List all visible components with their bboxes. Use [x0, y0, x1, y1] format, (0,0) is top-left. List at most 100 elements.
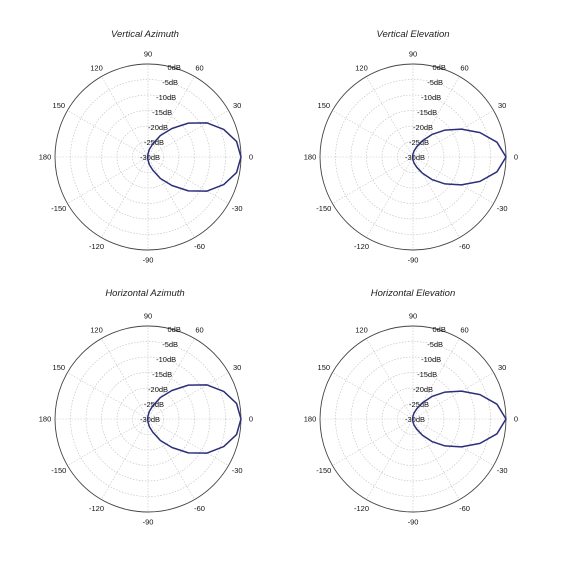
angle-tick-label: 0	[249, 415, 253, 424]
angle-tick-label: 120	[355, 63, 368, 72]
grid-ring	[350, 94, 476, 220]
grid-ring	[85, 94, 211, 220]
angle-tick-label: -150	[316, 204, 331, 213]
angle-tick-label: 60	[460, 63, 468, 72]
grid-spoke	[101, 156, 149, 238]
grid-spoke	[67, 372, 149, 420]
angle-tick-label: 180	[39, 415, 52, 424]
angle-tick-label: 150	[53, 363, 66, 372]
polar-panel-2: Vertical Elevation 0 30 60 90 120 150 180 -150 -1…	[304, 29, 518, 265]
angle-tick-label: 90	[409, 312, 417, 321]
db-tick-label: -5dB	[162, 78, 178, 87]
grid-spoke	[147, 110, 229, 158]
pattern-trace	[411, 128, 507, 186]
grid-spoke	[412, 418, 494, 466]
angle-tick-label: -60	[194, 504, 205, 513]
angle-tick-label: -60	[194, 242, 205, 251]
grid-spoke	[332, 110, 414, 158]
db-tick-label: -20dB	[413, 123, 433, 132]
grid-ring	[350, 356, 476, 482]
grid-spoke	[366, 418, 414, 500]
angle-tick-label: -150	[316, 466, 331, 475]
angle-tick-label: 0	[514, 415, 518, 424]
angle-tick-label: 180	[304, 153, 317, 162]
db-tick-label: -5dB	[162, 340, 178, 349]
grid-spoke	[332, 156, 414, 204]
angle-tick-label: -30	[497, 466, 508, 475]
polar-panel-3: Horizontal Azimuth 0 30 60 90 120 150 180 -150 -1…	[39, 288, 253, 527]
db-tick-label: -10dB	[156, 93, 176, 102]
angle-tick-label: 150	[53, 101, 66, 110]
angle-tick-label: -60	[459, 504, 470, 513]
angle-tick-label: 120	[90, 325, 103, 334]
angle-tick-label: 0	[249, 153, 253, 162]
db-tick-label: -15dB	[417, 108, 437, 117]
db-tick-label: -30dB	[405, 415, 425, 424]
angle-tick-label: -120	[354, 504, 369, 513]
angle-tick-label: -30	[497, 204, 508, 213]
angle-tick-label: -30	[232, 204, 243, 213]
angle-tick-label: 30	[233, 101, 241, 110]
grid-ring	[70, 341, 226, 497]
grid-spoke	[412, 418, 460, 500]
angle-tick-label: 90	[144, 312, 152, 321]
panel-title: Horizontal Azimuth	[105, 288, 184, 299]
grid-spoke	[147, 156, 195, 238]
db-tick-label: -30dB	[140, 415, 160, 424]
grid-spoke	[412, 110, 494, 158]
grid-spoke	[332, 418, 414, 466]
angle-tick-label: -150	[51, 204, 66, 213]
angle-tick-label: 30	[498, 101, 506, 110]
db-tick-label: -5dB	[427, 340, 443, 349]
grid-spoke	[147, 418, 195, 500]
db-tick-label: -20dB	[413, 385, 433, 394]
grid-spoke	[332, 372, 414, 420]
db-tick-label: -20dB	[148, 123, 168, 132]
panel-title: Horizontal Elevation	[371, 288, 456, 299]
pattern-trace	[146, 122, 242, 192]
angle-tick-label: -120	[89, 242, 104, 251]
grid-spoke	[366, 338, 414, 420]
db-tick-label: -15dB	[417, 370, 437, 379]
db-tick-label: -10dB	[421, 355, 441, 364]
db-tick-label: 0dB	[433, 325, 446, 334]
grid-spoke	[101, 418, 149, 500]
polar-panel-4: Horizontal Elevation 0 30 60 90 120 150 180 -150…	[304, 288, 518, 527]
grid-ring	[70, 79, 226, 235]
angle-tick-label: 0	[514, 153, 518, 162]
angle-tick-label: 60	[460, 325, 468, 334]
grid-spoke	[412, 156, 494, 204]
angle-tick-label: 30	[233, 363, 241, 372]
grid-spoke	[366, 156, 414, 238]
grid-spoke	[412, 156, 460, 238]
angle-tick-label: 60	[195, 325, 203, 334]
db-tick-label: -5dB	[427, 78, 443, 87]
db-tick-label: -30dB	[140, 153, 160, 162]
db-tick-label: -30dB	[405, 153, 425, 162]
db-tick-label: -10dB	[156, 355, 176, 364]
grid-spoke	[67, 110, 149, 158]
db-tick-label: 0dB	[168, 325, 181, 334]
angle-tick-label: -120	[354, 242, 369, 251]
angle-tick-label: 30	[498, 363, 506, 372]
angle-tick-label: 90	[409, 50, 417, 59]
grid-spoke	[412, 372, 494, 420]
angle-tick-label: -90	[143, 518, 154, 527]
angle-tick-label: -90	[408, 256, 419, 265]
grid-spoke	[101, 338, 149, 420]
pattern-trace	[146, 384, 242, 454]
angle-tick-label: -120	[89, 504, 104, 513]
db-tick-label: -25dB	[409, 138, 429, 147]
panel-title: Vertical Azimuth	[111, 29, 179, 40]
db-tick-label: -20dB	[148, 385, 168, 394]
grid-spoke	[147, 76, 195, 158]
grid-spoke	[147, 372, 229, 420]
angle-tick-label: 120	[90, 63, 103, 72]
grid-spoke	[67, 156, 149, 204]
angle-tick-label: -90	[143, 256, 154, 265]
angle-tick-label: -30	[232, 466, 243, 475]
db-tick-label: -15dB	[152, 370, 172, 379]
db-tick-label: 0dB	[433, 63, 446, 72]
angle-tick-label: -90	[408, 518, 419, 527]
